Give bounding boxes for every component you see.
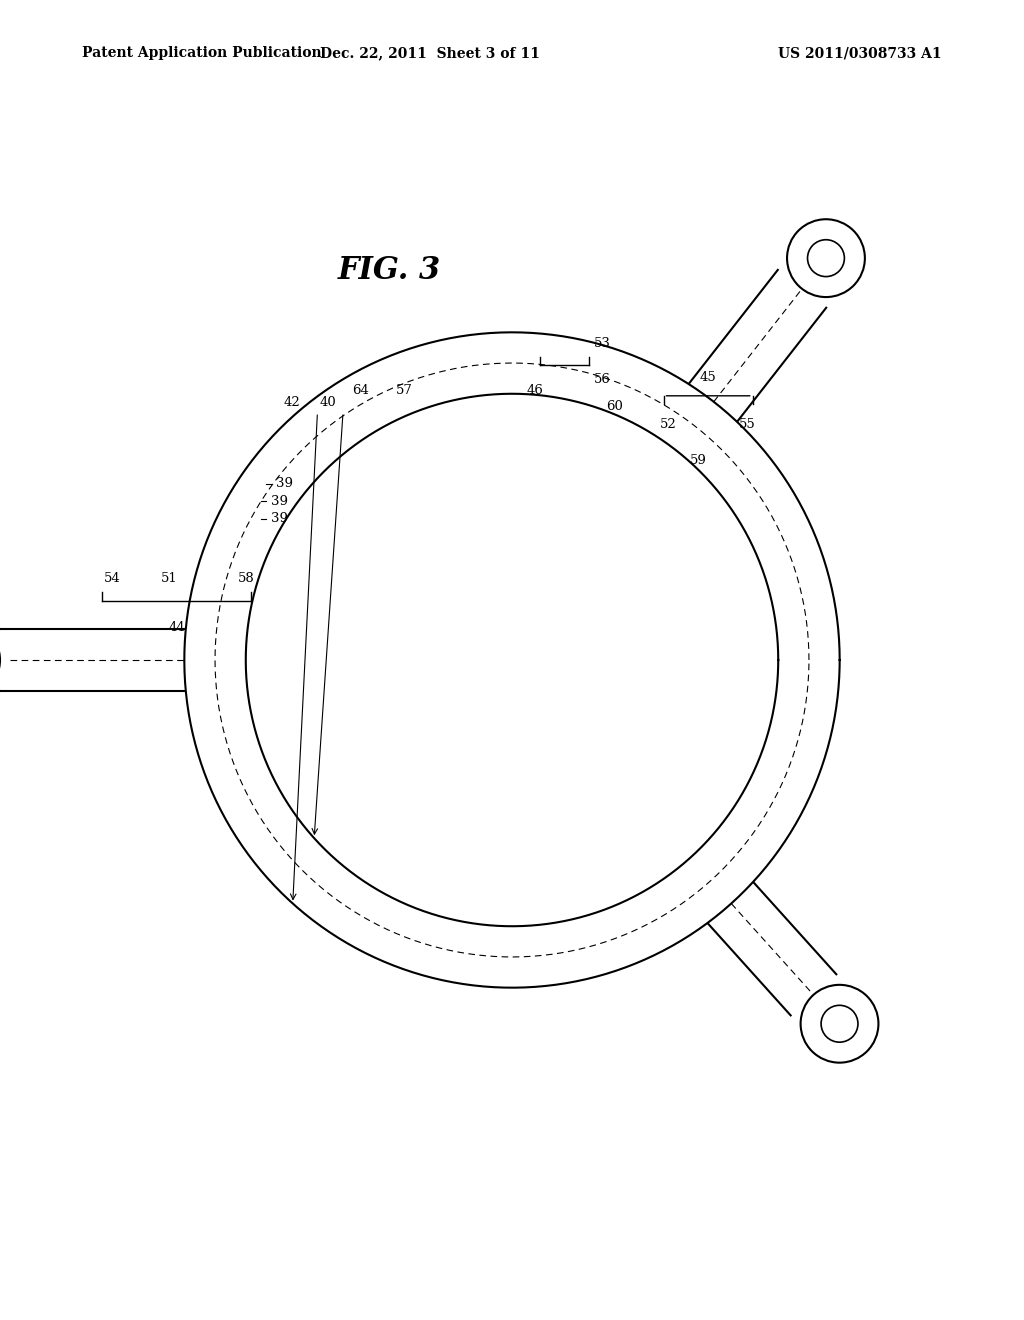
Text: 56: 56 bbox=[594, 374, 610, 387]
Text: 39: 39 bbox=[276, 478, 294, 490]
Text: 40: 40 bbox=[319, 396, 336, 409]
Text: 54: 54 bbox=[104, 573, 121, 585]
Text: 59: 59 bbox=[690, 454, 707, 467]
Text: 52: 52 bbox=[660, 418, 677, 432]
Text: Patent Application Publication: Patent Application Publication bbox=[82, 46, 322, 61]
Text: 46: 46 bbox=[526, 384, 543, 396]
Text: 64: 64 bbox=[352, 384, 369, 397]
Text: 60: 60 bbox=[606, 400, 623, 413]
Text: 51: 51 bbox=[161, 573, 177, 585]
Text: 57: 57 bbox=[396, 384, 413, 397]
Text: 53: 53 bbox=[594, 337, 610, 350]
Text: 45: 45 bbox=[699, 371, 717, 384]
Text: US 2011/0308733 A1: US 2011/0308733 A1 bbox=[778, 46, 942, 61]
Text: 55: 55 bbox=[739, 418, 756, 432]
Text: 39: 39 bbox=[271, 495, 289, 508]
Text: 58: 58 bbox=[238, 573, 254, 585]
Text: FIG. 3: FIG. 3 bbox=[338, 255, 440, 286]
Text: 42: 42 bbox=[284, 396, 300, 409]
Text: 39: 39 bbox=[271, 512, 289, 525]
Text: 44: 44 bbox=[168, 622, 185, 634]
Text: Dec. 22, 2011  Sheet 3 of 11: Dec. 22, 2011 Sheet 3 of 11 bbox=[321, 46, 540, 61]
